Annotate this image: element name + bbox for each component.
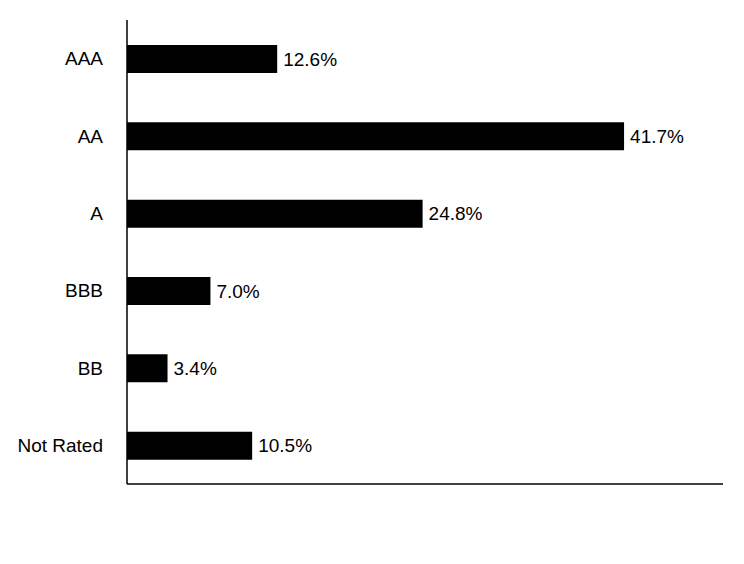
svg-text:A: A [90,203,103,224]
svg-text:Not Rated: Not Rated [17,435,103,456]
svg-text:24.8%: 24.8% [429,203,483,224]
svg-text:BB: BB [78,358,103,379]
svg-text:10.5%: 10.5% [258,435,312,456]
svg-text:AAA: AAA [65,48,103,69]
svg-text:3.4%: 3.4% [174,358,217,379]
svg-text:BBB: BBB [65,280,103,301]
svg-text:7.0%: 7.0% [216,281,259,302]
svg-text:12.6%: 12.6% [283,49,337,70]
svg-text:41.7%: 41.7% [630,126,684,147]
svg-text:AA: AA [78,126,104,147]
